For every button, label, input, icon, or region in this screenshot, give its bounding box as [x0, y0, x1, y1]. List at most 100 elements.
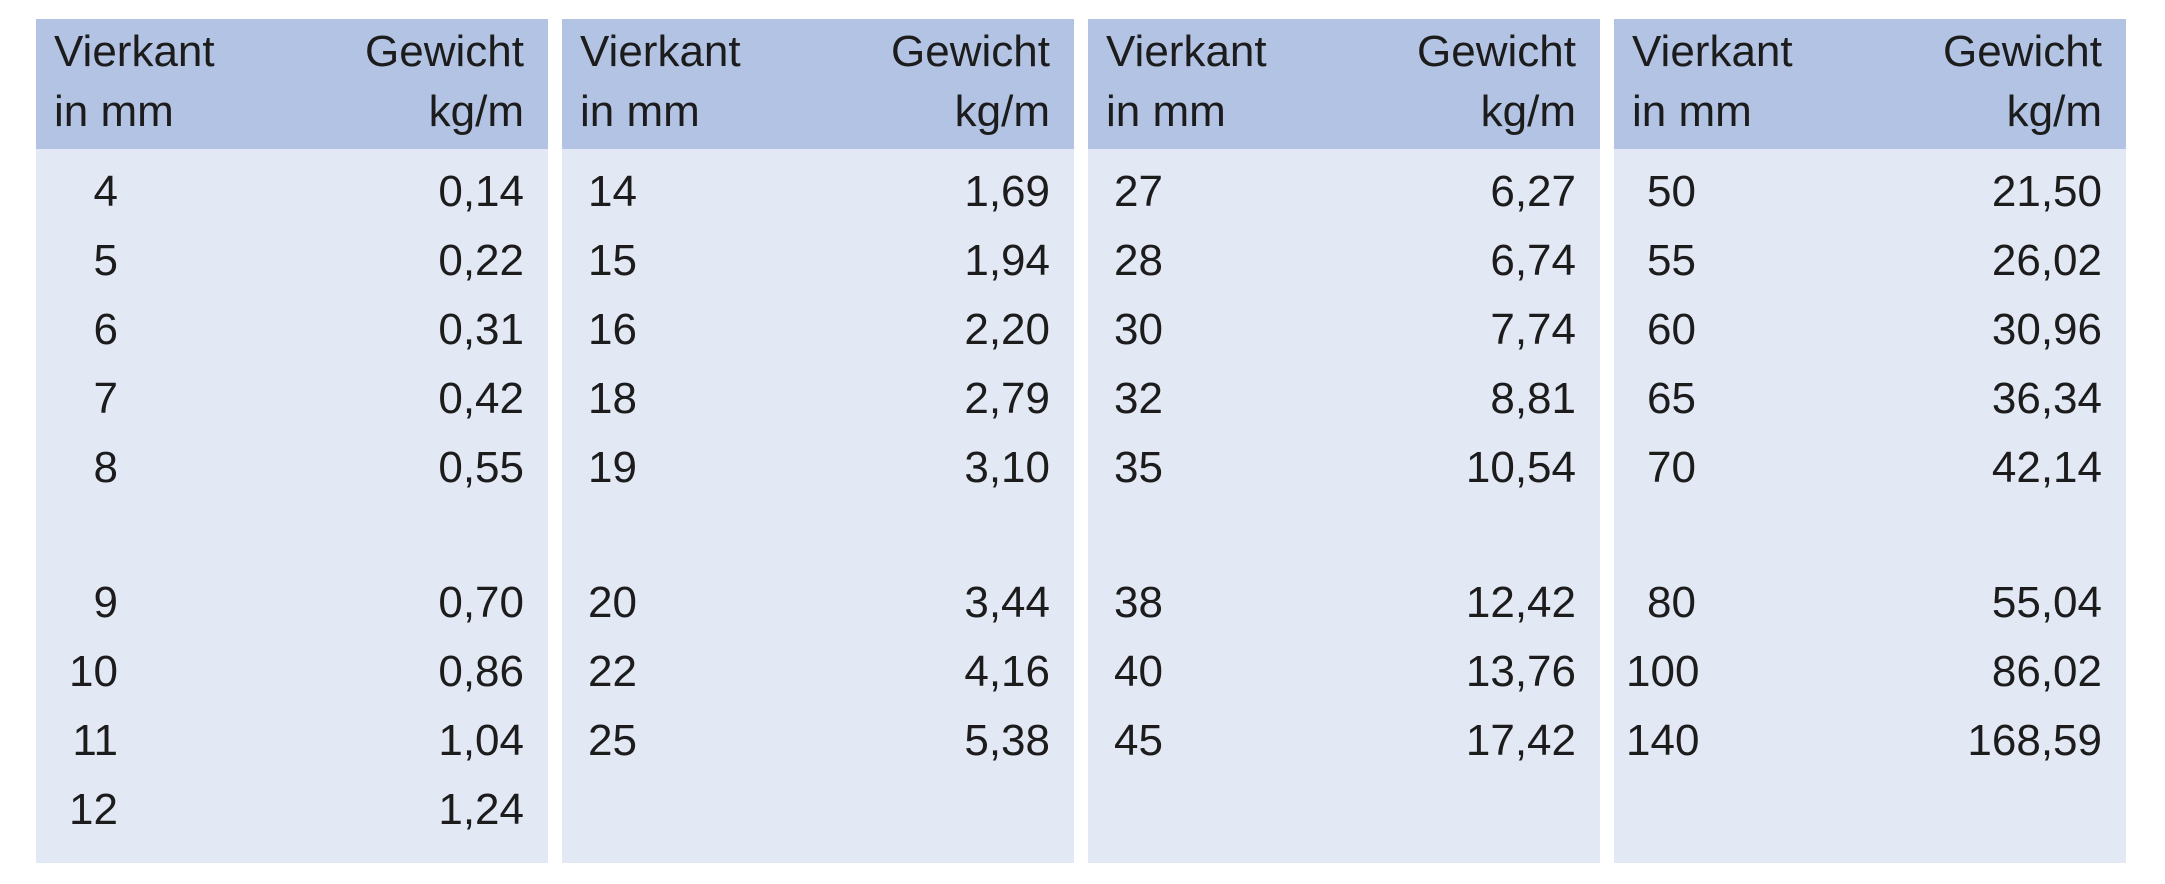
size-header: Vierkant in mm	[54, 22, 215, 142]
size-cell: 4	[93, 167, 118, 216]
weight-header: Gewicht kg/m	[1943, 22, 2102, 142]
size-cell: 40	[1114, 647, 1163, 696]
table-row: 9 0,70	[36, 568, 548, 637]
size-cell: 7	[93, 374, 118, 423]
size-cell: 18	[588, 374, 637, 423]
table-body: 14 1,69 15 1,94 16 2,20 18 2,79 19 3,10 20 3,44 22 4,…	[562, 149, 1074, 775]
group-gap	[562, 502, 1074, 568]
weight-cell: 0,14	[438, 167, 524, 216]
weight-cell: 30,96	[1991, 305, 2102, 354]
header-line: in mm	[54, 87, 174, 136]
header-line: Gewicht	[1417, 27, 1576, 76]
table-row: 5 0,22	[36, 226, 548, 295]
weight-cell: 36,34	[1991, 374, 2102, 423]
weight-cell: 42,14	[1991, 443, 2102, 492]
header-line: in mm	[580, 87, 700, 136]
group-gap	[1088, 502, 1600, 568]
weight-cell: 10,54	[1465, 443, 1576, 492]
size-cell: 22	[588, 647, 637, 696]
weight-cell: 17,42	[1465, 716, 1576, 765]
weight-cell: 26,02	[1991, 236, 2102, 285]
weight-cell: 5,38	[964, 716, 1050, 765]
table-row: 60 30,96	[1614, 295, 2126, 364]
table-header: Vierkant in mm Gewicht kg/m	[36, 19, 548, 149]
weight-cell: 1,24	[438, 785, 524, 834]
table-row: 22 4,16	[562, 637, 1074, 706]
size-header: Vierkant in mm	[1106, 22, 1267, 142]
table-row: 32 8,81	[1088, 364, 1600, 433]
weight-cell: 4,16	[964, 647, 1050, 696]
table-body: 50 21,50 55 26,02 60 30,96 65 36,34 70 42,14 80 55,…	[1614, 149, 2126, 775]
size-cell: 45	[1114, 716, 1163, 765]
size-cell: 32	[1114, 374, 1163, 423]
size-cell: 140	[1626, 716, 1700, 765]
header-line: kg/m	[2006, 87, 2102, 136]
table-row: 6 0,31	[36, 295, 548, 364]
table-row: 7 0,42	[36, 364, 548, 433]
table-row: 19 3,10	[562, 433, 1074, 502]
header-line: Gewicht	[891, 27, 1050, 76]
weight-cell: 12,42	[1465, 578, 1576, 627]
weight-cell: 6,27	[1490, 167, 1576, 216]
header-line: Vierkant	[1632, 27, 1793, 76]
header-line: Gewicht	[365, 27, 524, 76]
weight-header: Gewicht kg/m	[1417, 22, 1576, 142]
weight-cell: 0,86	[438, 647, 524, 696]
size-cell: 28	[1114, 236, 1163, 285]
weight-cell: 168,59	[1967, 716, 2102, 765]
size-cell: 25	[588, 716, 637, 765]
weight-cell: 0,42	[438, 374, 524, 423]
table-panel: Vierkant in mm Gewicht kg/m 50 21,50 55 26,02 60…	[1614, 19, 2126, 863]
weight-cell: 2,20	[964, 305, 1050, 354]
table-panel: Vierkant in mm Gewicht kg/m 4 0,14 5 0,22 6 0,31 7…	[36, 19, 548, 863]
table-panel: Vierkant in mm Gewicht kg/m 14 1,69 15 1,94 16 2,…	[562, 19, 1074, 863]
table-row: 38 12,42	[1088, 568, 1600, 637]
size-cell: 35	[1114, 443, 1163, 492]
size-header: Vierkant in mm	[580, 22, 741, 142]
size-cell: 27	[1114, 167, 1163, 216]
table-row: 18 2,79	[562, 364, 1074, 433]
weight-cell: 3,44	[964, 578, 1050, 627]
size-cell: 55	[1647, 236, 1696, 285]
header-line: kg/m	[954, 87, 1050, 136]
size-cell: 8	[93, 443, 118, 492]
size-cell: 11	[72, 716, 118, 765]
table-row: 16 2,20	[562, 295, 1074, 364]
size-cell: 16	[588, 305, 637, 354]
weight-cell: 1,69	[964, 167, 1050, 216]
table-row: 10 0,86	[36, 637, 548, 706]
size-cell: 70	[1647, 443, 1696, 492]
table-row: 11 1,04	[36, 706, 548, 775]
weight-cell: 3,10	[964, 443, 1050, 492]
weight-cell: 2,79	[964, 374, 1050, 423]
table-header: Vierkant in mm Gewicht kg/m	[1088, 19, 1600, 149]
size-cell: 15	[588, 236, 637, 285]
size-header: Vierkant in mm	[1632, 22, 1793, 142]
table-body: 4 0,14 5 0,22 6 0,31 7 0,42 8 0,55 9 0,70 10 0,86 11 1,…	[36, 149, 548, 844]
size-cell: 38	[1114, 578, 1163, 627]
weight-cell: 1,94	[964, 236, 1050, 285]
table-row: 70 42,14	[1614, 433, 2126, 502]
table-row: 15 1,94	[562, 226, 1074, 295]
table-panel: Vierkant in mm Gewicht kg/m 27 6,27 28 6,74 30 7,…	[1088, 19, 1600, 863]
table-row: 27 6,27	[1088, 157, 1600, 226]
weight-cell: 86,02	[1991, 647, 2102, 696]
size-cell: 60	[1647, 305, 1696, 354]
size-cell: 65	[1647, 374, 1696, 423]
header-line: Vierkant	[54, 27, 215, 76]
table-row: 45 17,42	[1088, 706, 1600, 775]
size-cell: 30	[1114, 305, 1163, 354]
weight-cell: 0,31	[438, 305, 524, 354]
header-line: Vierkant	[1106, 27, 1267, 76]
weight-cell: 0,22	[438, 236, 524, 285]
size-cell: 80	[1647, 578, 1696, 627]
header-line: kg/m	[1480, 87, 1576, 136]
header-line: Gewicht	[1943, 27, 2102, 76]
table-row: 4 0,14	[36, 157, 548, 226]
weight-cell: 7,74	[1490, 305, 1576, 354]
header-line: Vierkant	[580, 27, 741, 76]
table-row: 40 13,76	[1088, 637, 1600, 706]
table-row: 14 1,69	[562, 157, 1074, 226]
table-row: 25 5,38	[562, 706, 1074, 775]
table-row: 20 3,44	[562, 568, 1074, 637]
